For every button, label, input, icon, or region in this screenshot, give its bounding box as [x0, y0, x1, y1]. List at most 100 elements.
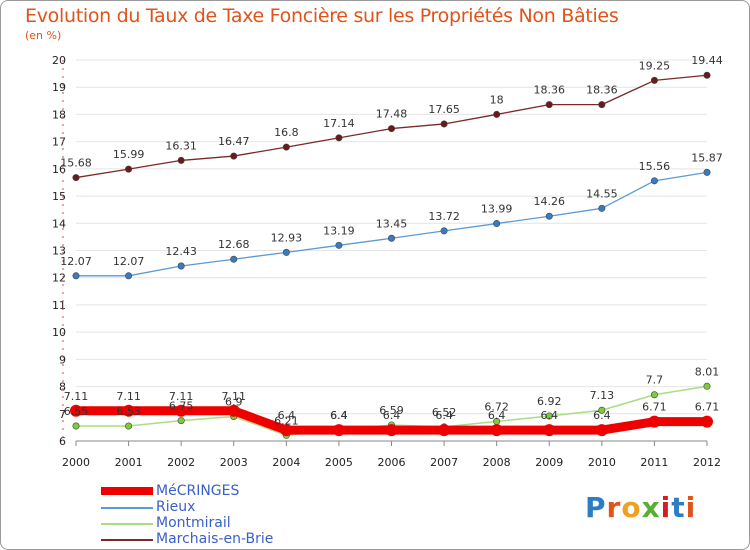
data-label: 6.4 — [435, 409, 453, 422]
legend-swatch — [101, 487, 153, 495]
logo-letter: x — [641, 491, 661, 524]
data-label: 19.25 — [639, 59, 671, 72]
data-point — [648, 415, 661, 428]
data-label: 12.07 — [60, 255, 92, 268]
data-label: 15.68 — [60, 157, 92, 170]
data-label: 18.36 — [586, 84, 618, 97]
legend-swatch — [101, 539, 153, 541]
logo-letter: r — [606, 491, 622, 524]
legend-label: Marchais-en-Brie — [156, 531, 274, 547]
data-label: 17.65 — [428, 103, 460, 116]
data-point — [230, 255, 238, 263]
data-point — [72, 272, 80, 280]
data-label: 7.11 — [222, 390, 247, 403]
data-point — [701, 415, 713, 428]
data-point — [282, 248, 290, 256]
x-tick-label: 2011 — [640, 456, 668, 469]
y-tick-label: 19 — [52, 81, 66, 94]
data-point — [175, 404, 188, 417]
data-point — [650, 391, 658, 399]
x-tick-label: 2004 — [272, 456, 300, 469]
data-label: 6.9 — [225, 396, 243, 409]
data-point — [227, 404, 240, 417]
x-tick-label: 2009 — [535, 456, 563, 469]
data-point — [440, 227, 448, 235]
data-point — [493, 220, 501, 228]
data-label: 6.4 — [330, 409, 348, 422]
data-label: 8.01 — [695, 365, 720, 378]
data-point — [177, 156, 185, 164]
data-label: 6.4 — [330, 409, 348, 422]
data-point — [282, 143, 290, 151]
data-label: 19.44 — [691, 54, 723, 67]
data-point — [440, 120, 448, 128]
data-label: 6.55 — [64, 405, 89, 418]
data-point — [387, 125, 395, 133]
logo-letter: i — [660, 491, 672, 524]
data-label: 7.11 — [64, 390, 89, 403]
data-label: 15.99 — [113, 148, 145, 161]
data-point — [703, 382, 711, 390]
y-tick-label: 15 — [52, 190, 66, 203]
chart-title: Evolution du Taux de Taxe Foncière sur l… — [25, 5, 619, 27]
proxiti-logo: Proxiti — [585, 491, 696, 524]
data-label: 6.4 — [593, 409, 611, 422]
data-label: 7.11 — [116, 390, 141, 403]
data-label: 6.4 — [488, 409, 506, 422]
data-labels: 15.68 15.99 16.31 16.47 16.8 17.14 17.48 17.65 1… — [60, 54, 723, 427]
data-label: 6.71 — [642, 401, 667, 414]
data-label: 17.48 — [376, 108, 408, 121]
data-label: 14.26 — [534, 195, 566, 208]
x-tick-label: 2008 — [483, 456, 511, 469]
y-tick-label: 17 — [52, 136, 66, 149]
data-label: 13.45 — [376, 217, 408, 230]
legend-label: Montmirail — [156, 515, 231, 531]
data-label: 15.56 — [639, 160, 671, 173]
data-label: 6.71 — [695, 401, 720, 414]
data-label: 16.8 — [274, 126, 299, 139]
unit-label: (en %) — [25, 29, 62, 42]
x-tick-label: 2001 — [115, 456, 143, 469]
data-point — [650, 76, 658, 84]
data-point — [703, 71, 711, 79]
logo-letter: P — [585, 491, 607, 524]
data-point — [545, 101, 553, 109]
y-tick-label: 18 — [52, 108, 66, 121]
data-point — [70, 404, 82, 417]
data-point — [72, 422, 80, 430]
data-label: 18.36 — [534, 84, 566, 97]
data-label: 7.7 — [646, 374, 664, 387]
data-label: 6.59 — [379, 404, 404, 417]
x-tick-label: 2002 — [167, 456, 195, 469]
data-label: 12.07 — [113, 255, 145, 268]
legend-label: MéCRINGES — [156, 483, 240, 499]
legend-label: Rieux — [156, 499, 196, 515]
data-label: 12.93 — [271, 231, 303, 244]
data-label: 6.75 — [169, 400, 194, 413]
data-point — [125, 165, 133, 173]
data-label: 6.55 — [116, 405, 141, 418]
data-point — [545, 412, 553, 420]
data-point — [703, 168, 711, 176]
y-tick-label: 8 — [59, 381, 66, 394]
data-point — [545, 212, 553, 220]
data-label: 15.87 — [691, 151, 723, 164]
x-tick-label: 2012 — [693, 456, 721, 469]
data-label: 6.4 — [278, 409, 296, 422]
data-label: 6.52 — [432, 406, 457, 419]
data-point — [385, 424, 398, 437]
y-tick-label: 11 — [52, 299, 66, 312]
logo-letter: i — [685, 491, 697, 524]
data-point — [177, 262, 185, 270]
data-label: 18 — [490, 93, 504, 106]
data-point — [230, 152, 238, 160]
x-tick-label: 2005 — [325, 456, 353, 469]
data-point — [650, 177, 658, 185]
data-label: 12.43 — [165, 245, 197, 258]
data-point — [177, 417, 185, 425]
data-point — [598, 101, 606, 109]
y-tick-label: 20 — [52, 54, 66, 67]
